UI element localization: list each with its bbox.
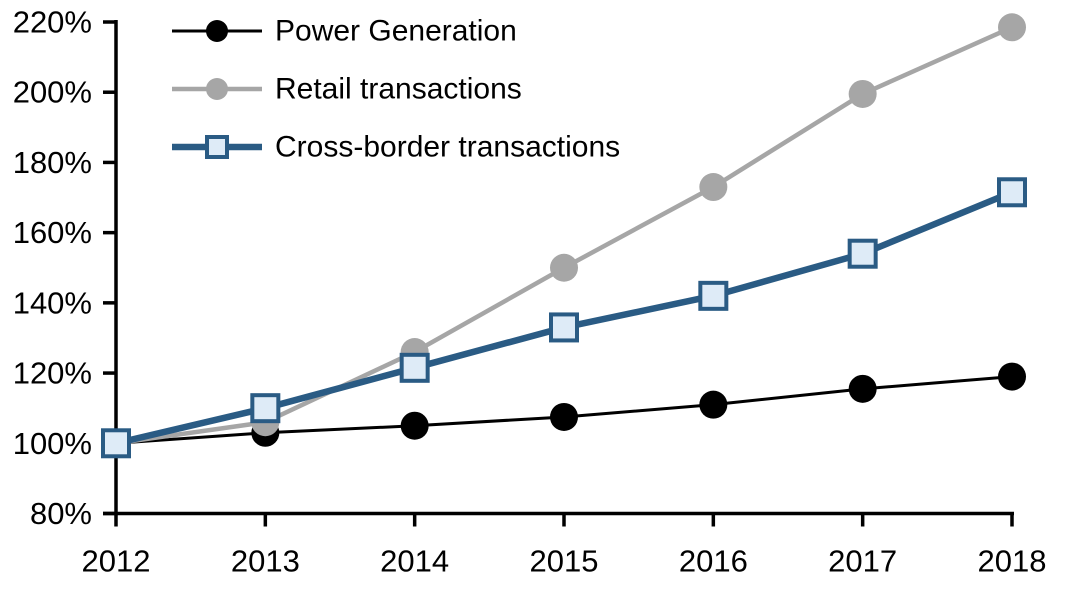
data-point-marker-circle — [848, 79, 877, 108]
legend-label: Retail transactions — [275, 73, 522, 106]
x-axis-tick-label: 2013 — [231, 544, 300, 579]
data-point-marker-circle — [206, 78, 228, 100]
legend-item-retail-transactions: Retail transactions — [172, 73, 522, 106]
series-retail-transactions — [102, 13, 1026, 458]
data-point-marker-circle — [206, 20, 228, 42]
data-point-marker-square — [399, 352, 430, 383]
x-axis-tick-label: 2014 — [380, 544, 449, 579]
series-power-generation — [102, 362, 1026, 458]
data-point-marker-circle — [998, 362, 1026, 391]
y-axis-tick-label: 120% — [13, 356, 92, 391]
y-axis-tick-label: 200% — [13, 75, 92, 110]
data-point-marker-square — [698, 280, 729, 311]
y-axis-tick-label: 180% — [13, 145, 92, 180]
y-axis-tick-label: 140% — [13, 285, 92, 320]
data-point-marker-square — [205, 135, 229, 159]
legend-label: Power Generation — [275, 15, 517, 48]
data-point-marker-circle — [699, 173, 728, 202]
x-axis-tick-label: 2015 — [530, 544, 599, 579]
x-axis-tick-label: 2017 — [828, 544, 897, 579]
data-point-marker-circle — [998, 13, 1026, 42]
data-point-marker-circle — [550, 402, 578, 431]
x-axis-tick-label: 2016 — [679, 544, 748, 579]
data-point-marker-circle — [848, 374, 877, 403]
legend-label: Cross-border transactions — [275, 131, 620, 164]
data-point-marker-square — [549, 312, 579, 343]
y-axis-tick-label: 80% — [30, 496, 92, 531]
y-axis-tick-label: 160% — [13, 215, 92, 250]
data-point-marker-square — [997, 177, 1027, 208]
data-point-marker-square — [101, 428, 131, 459]
data-point-marker-square — [847, 238, 878, 269]
data-point-marker-square — [250, 393, 281, 424]
x-axis-tick-label: 2018 — [978, 544, 1047, 579]
data-point-marker-circle — [699, 390, 728, 419]
y-axis-tick-label: 220% — [13, 5, 92, 40]
x-axis-tick-label: 2012 — [82, 544, 151, 579]
series-cross-border-transactions — [101, 177, 1027, 459]
data-point-marker-circle — [550, 253, 578, 282]
y-axis-tick-label: 100% — [13, 426, 92, 461]
legend-item-power-generation: Power Generation — [172, 15, 517, 48]
legend-item-cross-border-transactions: Cross-border transactions — [172, 131, 620, 164]
data-point-marker-circle — [400, 411, 429, 440]
legend: Power Generation Retail transactions Cross… — [172, 15, 620, 164]
